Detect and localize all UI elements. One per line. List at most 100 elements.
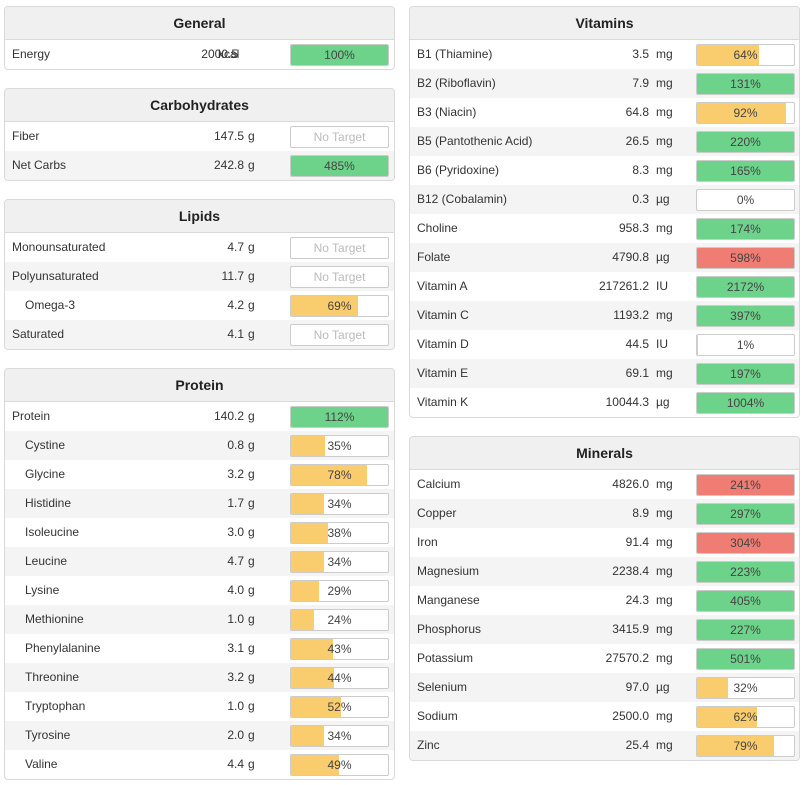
nutrient-row-phenylalanine[interactable]: Phenylalanine 3.1 g 43% <box>5 634 394 663</box>
nutrient-unit: g <box>248 612 255 626</box>
percent-label: 32% <box>733 681 758 695</box>
target-progress-bar: 34% <box>290 725 389 747</box>
target-progress-bar: No Target <box>290 237 389 259</box>
nutrient-row-net-carbs[interactable]: Net Carbs 242.8 g 485% <box>5 151 394 180</box>
nutrient-row-iron[interactable]: Iron 91.4 mg 304% <box>410 528 799 557</box>
nutrient-unit: g <box>248 240 255 254</box>
nutrient-row-b5-pantothenic-acid[interactable]: B5 (Pantothenic Acid) 26.5 mg 220% <box>410 127 799 156</box>
progress-fill <box>291 296 358 316</box>
nutrient-row-histidine[interactable]: Histidine 1.7 g 34% <box>5 489 394 518</box>
target-progress-bar: 38% <box>290 522 389 544</box>
nutrient-name: Phosphorus <box>417 622 482 636</box>
nutrient-row-energy[interactable]: Energy 2000.5 kcal 100% <box>5 40 394 69</box>
target-progress-bar: 197% <box>696 363 795 385</box>
nutrient-name: Choline <box>417 221 458 235</box>
nutrient-row-potassium[interactable]: Potassium 27570.2 mg 501% <box>410 644 799 673</box>
nutrient-row-tryptophan[interactable]: Tryptophan 1.0 g 52% <box>5 692 394 721</box>
nutrient-unit: mg <box>656 134 673 148</box>
progress-fill <box>697 504 794 524</box>
nutrient-row-fiber[interactable]: Fiber 147.5 g No Target <box>5 122 394 151</box>
nutrient-row-saturated[interactable]: Saturated 4.1 g No Target <box>5 320 394 349</box>
nutrient-row-threonine[interactable]: Threonine 3.2 g 44% <box>5 663 394 692</box>
progress-fill <box>697 475 794 495</box>
target-progress-bar: 0% <box>696 189 795 211</box>
nutrient-unit: mg <box>656 564 673 578</box>
percent-label: 35% <box>327 439 352 453</box>
nutrient-row-tyrosine[interactable]: Tyrosine 2.0 g 34% <box>5 721 394 750</box>
nutrient-row-vitamin-c[interactable]: Vitamin C 1193.2 mg 397% <box>410 301 799 330</box>
percent-label: 598% <box>730 251 761 265</box>
nutrient-name: Valine <box>25 757 58 771</box>
nutrient-row-phosphorus[interactable]: Phosphorus 3415.9 mg 227% <box>410 615 799 644</box>
nutrient-row-vitamin-k[interactable]: Vitamin K 10044.3 µg 1004% <box>410 388 799 417</box>
nutrient-row-isoleucine[interactable]: Isoleucine 3.0 g 38% <box>5 518 394 547</box>
progress-fill <box>291 552 324 572</box>
nutrient-row-lysine[interactable]: Lysine 4.0 g 29% <box>5 576 394 605</box>
progress-fill <box>291 726 324 746</box>
nutrient-name: Phenylalanine <box>25 641 101 655</box>
target-progress-bar: 34% <box>290 493 389 515</box>
nutrient-unit: mg <box>656 105 673 119</box>
nutrient-row-polyunsaturated[interactable]: Polyunsaturated 11.7 g No Target <box>5 262 394 291</box>
nutrient-name: Folate <box>417 250 451 264</box>
nutrient-amount: 27570.2 <box>605 651 649 665</box>
nutrient-name: Vitamin A <box>417 279 468 293</box>
nutrient-row-valine[interactable]: Valine 4.4 g 49% <box>5 750 394 779</box>
nutrient-row-magnesium[interactable]: Magnesium 2238.4 mg 223% <box>410 557 799 586</box>
nutrient-name: B3 (Niacin) <box>417 105 477 119</box>
nutrient-row-b12-cobalamin[interactable]: B12 (Cobalamin) 0.3 µg 0% <box>410 185 799 214</box>
nutrient-name: Magnesium <box>417 564 480 578</box>
nutrient-name: B12 (Cobalamin) <box>417 192 508 206</box>
nutrient-amount: 4.2 <box>227 298 244 312</box>
nutrient-unit: mg <box>656 366 673 380</box>
nutrient-row-monounsaturated[interactable]: Monounsaturated 4.7 g No Target <box>5 233 394 262</box>
nutrient-name: Tryptophan <box>25 699 86 713</box>
nutrient-unit: g <box>248 327 255 341</box>
nutrient-row-sodium[interactable]: Sodium 2500.0 mg 62% <box>410 702 799 731</box>
progress-fill <box>697 364 794 384</box>
nutrient-row-omega-3[interactable]: Omega-3 4.2 g 69% <box>5 291 394 320</box>
nutrient-amount: 2000.5 <box>201 47 238 61</box>
nutrient-name: Vitamin C <box>417 308 469 322</box>
nutrient-unit: g <box>248 496 255 510</box>
progress-fill <box>697 649 794 669</box>
nutrient-row-protein[interactable]: Protein 140.2 g 112% <box>5 402 394 431</box>
target-progress-bar: 297% <box>696 503 795 525</box>
nutrient-row-b3-niacin[interactable]: B3 (Niacin) 64.8 mg 92% <box>410 98 799 127</box>
nutrient-row-cystine[interactable]: Cystine 0.8 g 35% <box>5 431 394 460</box>
nutrient-row-vitamin-a[interactable]: Vitamin A 217261.2 IU 2172% <box>410 272 799 301</box>
nutrient-row-vitamin-e[interactable]: Vitamin E 69.1 mg 197% <box>410 359 799 388</box>
nutrient-row-b1-thiamine[interactable]: B1 (Thiamine) 3.5 mg 64% <box>410 40 799 69</box>
progress-fill <box>291 465 367 485</box>
nutrient-row-b2-riboflavin[interactable]: B2 (Riboflavin) 7.9 mg 131% <box>410 69 799 98</box>
panel-title: Vitamins <box>410 7 799 40</box>
nutrient-row-b6-pyridoxine[interactable]: B6 (Pyridoxine) 8.3 mg 165% <box>410 156 799 185</box>
nutrient-row-manganese[interactable]: Manganese 24.3 mg 405% <box>410 586 799 615</box>
nutrient-row-copper[interactable]: Copper 8.9 mg 297% <box>410 499 799 528</box>
progress-fill <box>697 161 794 181</box>
nutrient-amount: 4.0 <box>227 583 244 597</box>
progress-fill <box>697 132 794 152</box>
nutrient-amount: 1.7 <box>227 496 244 510</box>
nutrient-row-choline[interactable]: Choline 958.3 mg 174% <box>410 214 799 243</box>
nutrient-name: B2 (Riboflavin) <box>417 76 496 90</box>
target-progress-bar: 227% <box>696 619 795 641</box>
percent-label: 304% <box>730 536 761 550</box>
nutrient-amount: 242.8 <box>213 158 244 172</box>
progress-fill <box>697 103 787 123</box>
nutrient-row-methionine[interactable]: Methionine 1.0 g 24% <box>5 605 394 634</box>
nutrient-row-folate[interactable]: Folate 4790.8 µg 598% <box>410 243 799 272</box>
nutrient-row-glycine[interactable]: Glycine 3.2 g 78% <box>5 460 394 489</box>
nutrient-row-leucine[interactable]: Leucine 4.7 g 34% <box>5 547 394 576</box>
nutrient-amount: 3.5 <box>632 47 649 61</box>
percent-label: No Target <box>313 241 366 255</box>
nutrient-row-selenium[interactable]: Selenium 97.0 µg 32% <box>410 673 799 702</box>
nutrient-amount: 97.0 <box>625 680 649 694</box>
nutrient-row-zinc[interactable]: Zinc 25.4 mg 79% <box>410 731 799 760</box>
nutrient-amount: 26.5 <box>625 134 649 148</box>
nutrient-amount: 1.0 <box>227 699 244 713</box>
progress-fill <box>291 697 342 717</box>
nutrient-row-calcium[interactable]: Calcium 4826.0 mg 241% <box>410 470 799 499</box>
nutrient-unit: g <box>248 554 255 568</box>
nutrient-row-vitamin-d[interactable]: Vitamin D 44.5 IU 1% <box>410 330 799 359</box>
